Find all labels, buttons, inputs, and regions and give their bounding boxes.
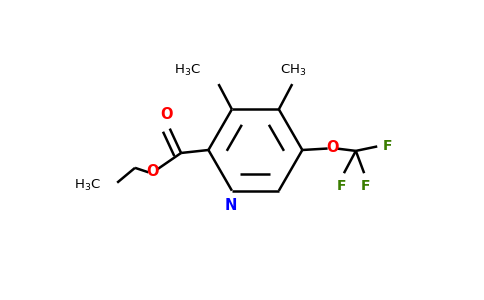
Text: O: O xyxy=(161,107,173,122)
Text: O: O xyxy=(327,140,339,155)
Text: N: N xyxy=(224,198,237,213)
Text: F: F xyxy=(361,178,370,193)
Text: H$_3$C: H$_3$C xyxy=(174,62,201,77)
Text: H$_3$C: H$_3$C xyxy=(74,178,101,193)
Text: F: F xyxy=(383,139,393,153)
Text: CH$_3$: CH$_3$ xyxy=(281,62,307,77)
Text: F: F xyxy=(337,178,347,193)
Text: O: O xyxy=(147,164,159,179)
